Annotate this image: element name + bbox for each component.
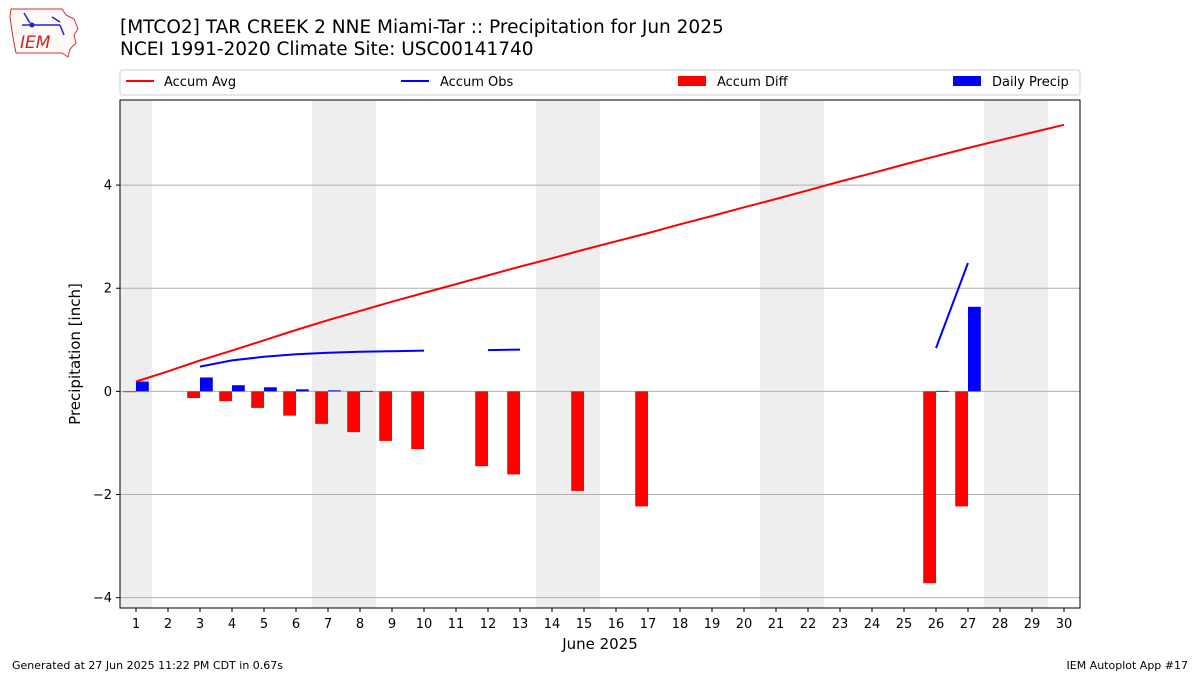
weekend-band-28 <box>984 100 1016 608</box>
weekend-band-29 <box>1016 100 1048 608</box>
weekend-band-1 <box>120 100 152 608</box>
chart-subtitle: NCEI 1991-2020 Climate Site: USC00141740 <box>120 39 534 60</box>
x-tick-label: 19 <box>704 617 721 632</box>
y-tick-label: −2 <box>93 488 112 503</box>
daily-precip-bar-5 <box>264 387 277 392</box>
x-tick-label: 26 <box>928 617 945 632</box>
accum-diff-bar-10 <box>411 391 424 450</box>
accum-diff-bar-17 <box>635 391 648 507</box>
legend-obs-label: Accum Obs <box>440 75 513 90</box>
x-axis: 1 2 3 4 5 6 7 8 9 10 11 12 13 14 15 16 17 18 19 20 21 22 23 24 2… <box>132 608 1072 632</box>
weekend-band-22 <box>792 100 824 608</box>
daily-precip-bar-3 <box>200 377 213 392</box>
x-tick-label: 3 <box>196 617 204 632</box>
x-tick-label: 8 <box>356 617 364 632</box>
daily-precip-bar-1 <box>136 381 149 392</box>
weekend-shading <box>120 100 1048 608</box>
accum-diff-bar-12 <box>475 391 488 467</box>
x-tick-label: 28 <box>992 617 1009 632</box>
x-tick-label: 17 <box>640 617 657 632</box>
iem-logo: IEM <box>8 5 80 59</box>
bars <box>123 306 981 584</box>
x-tick-label: 10 <box>416 617 433 632</box>
x-tick-label: 11 <box>448 617 465 632</box>
legend-daily-label: Daily Precip <box>992 75 1069 90</box>
x-tick-label: 15 <box>576 617 593 632</box>
x-tick-label: 20 <box>736 617 753 632</box>
x-tick-label: 2 <box>164 617 172 632</box>
x-tick-label: 27 <box>960 617 977 632</box>
x-tick-label: 1 <box>132 617 140 632</box>
accum-diff-bar-6 <box>283 391 296 416</box>
daily-precip-bar-26 <box>936 390 949 392</box>
x-tick-label: 22 <box>800 617 817 632</box>
y-tick-label: 4 <box>104 179 112 194</box>
x-tick-label: 4 <box>228 617 236 632</box>
x-tick-label: 30 <box>1056 617 1073 632</box>
accum-diff-bar-13 <box>507 391 520 475</box>
x-tick-label: 13 <box>512 617 529 632</box>
legend-diff-label: Accum Diff <box>717 75 789 90</box>
legend-avg-label: Accum Avg <box>164 75 236 90</box>
y-tick-label: −4 <box>93 591 112 606</box>
x-tick-label: 14 <box>544 617 561 632</box>
accum-diff-bar-15 <box>571 391 584 491</box>
accum-diff-bar-4 <box>219 391 232 402</box>
x-tick-label: 16 <box>608 617 625 632</box>
weekend-band-15 <box>568 100 600 608</box>
lines <box>135 123 1065 383</box>
daily-precip-bar-27 <box>968 306 981 392</box>
accum-diff-bar-9 <box>379 391 392 441</box>
x-tick-label: 18 <box>672 617 689 632</box>
footer-generated: Generated at 27 Jun 2025 11:22 PM CDT in… <box>12 659 284 672</box>
x-tick-label: 25 <box>896 617 913 632</box>
x-axis-label: June 2025 <box>561 635 638 653</box>
legend-diff-swatch <box>678 76 706 86</box>
accum-diff-bar-8 <box>347 391 360 433</box>
x-tick-label: 23 <box>832 617 849 632</box>
x-tick-label: 6 <box>292 617 300 632</box>
plot-frame <box>119 99 1081 609</box>
accum-diff-bar-27 <box>955 391 968 507</box>
accum-diff-bar-1 <box>123 391 136 393</box>
weekend-band-21 <box>760 100 792 608</box>
y-axis: −4 −2 0 2 4 <box>93 179 120 606</box>
accum-obs-line-segment-0 <box>199 349 425 368</box>
chart-title: [MTCO2] TAR CREEK 2 NNE Miami-Tar :: Pre… <box>120 17 724 38</box>
accum-avg-line-segment-0 <box>135 123 1065 383</box>
x-tick-label: 9 <box>388 617 396 632</box>
legend-daily-swatch <box>953 76 981 86</box>
accum-diff-bar-26 <box>923 391 936 584</box>
accum-diff-bar-7 <box>315 391 328 424</box>
x-tick-label: 29 <box>1024 617 1041 632</box>
daily-precip-bar-7 <box>328 390 341 392</box>
daily-precip-bar-8 <box>360 390 373 392</box>
x-tick-label: 21 <box>768 617 785 632</box>
accum-obs-line-segment-1 <box>487 348 521 352</box>
y-gridlines <box>120 184 1080 599</box>
accum-diff-bar-5 <box>251 391 264 408</box>
logo-text: IEM <box>20 33 51 53</box>
footer-app: IEM Autoplot App #17 <box>1066 659 1189 672</box>
y-axis-label: Precipitation [inch] <box>66 283 84 425</box>
accum-obs-line-segment-2 <box>935 262 969 349</box>
y-tick-label: 0 <box>104 385 112 400</box>
weekend-band-8 <box>344 100 376 608</box>
x-tick-label: 12 <box>480 617 497 632</box>
x-tick-label: 24 <box>864 617 881 632</box>
legend-box <box>119 69 1081 96</box>
accum-diff-bar-3 <box>187 391 200 399</box>
x-tick-label: 7 <box>324 617 332 632</box>
legend: Accum Avg Accum Obs Accum Diff Daily Pre… <box>119 69 1081 96</box>
y-tick-label: 2 <box>104 282 112 297</box>
x-tick-label: 5 <box>260 617 268 632</box>
daily-precip-bar-4 <box>232 385 245 392</box>
weekend-band-14 <box>536 100 568 608</box>
iowa-state-outline: IEM <box>9 8 79 58</box>
daily-precip-bar-6 <box>296 389 309 392</box>
